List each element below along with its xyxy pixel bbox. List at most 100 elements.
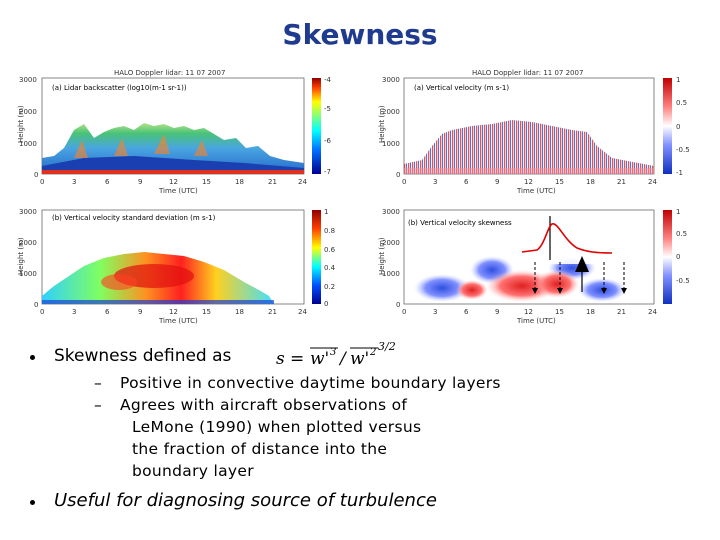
sub-bullet-agrees-line3: the fraction of distance into the: [132, 440, 388, 458]
velocity-colorbar: [663, 78, 672, 174]
svg-text:3000: 3000: [19, 208, 37, 216]
velocity-xticks: 0 3 6 9 12 15 18 21 24: [402, 178, 657, 186]
svg-text:9: 9: [495, 178, 499, 186]
backscatter-xticks: 0 3 6 9 12 15 18 21 24: [40, 178, 307, 186]
svg-text:-6: -6: [324, 137, 332, 145]
svg-text:0.4: 0.4: [324, 264, 336, 272]
svg-text:2: 2: [369, 347, 376, 358]
svg-text:Height (m): Height (m): [378, 237, 386, 275]
velocity-header: HALO Doppler lidar: 11 07 2007: [472, 69, 583, 77]
skewness-colorbar: [663, 210, 672, 304]
svg-text:Height (m): Height (m): [378, 105, 386, 143]
backscatter-ylabel: Height (m): [17, 105, 25, 143]
svg-text:21: 21: [617, 308, 626, 316]
svg-text:0.5: 0.5: [676, 230, 687, 238]
svg-text:0: 0: [396, 301, 400, 309]
backscatter-ytick-1000: 1000: [19, 140, 37, 148]
svg-text:3: 3: [330, 347, 336, 358]
svg-text:1000: 1000: [19, 270, 37, 278]
svg-text:18: 18: [235, 178, 244, 186]
svg-text:0: 0: [402, 178, 406, 186]
bullet-dot: [30, 355, 35, 360]
svg-text:-0.5: -0.5: [676, 277, 690, 285]
backscatter-xlabel: Time (UTC): [158, 187, 198, 195]
backscatter-ytick-3000: 3000: [19, 76, 37, 84]
skewness-plot: (b) Vertical velocity skewness Height (m…: [372, 200, 712, 328]
svg-text:6: 6: [464, 308, 469, 316]
skewness-xticks: 0 3 6 9 12 15 18 21 24: [402, 308, 657, 316]
svg-text:1000: 1000: [382, 140, 400, 148]
svg-text:0: 0: [324, 300, 328, 308]
backscatter-header: HALO Doppler lidar: 11 07 2007: [114, 69, 225, 77]
sub-bullet-agrees: – Agrees with aircraft observations of: [94, 396, 408, 414]
sub-bullet-positive: – Positive in convective daytime boundar…: [94, 374, 501, 392]
skewed-distribution-inset: [521, 214, 616, 264]
svg-text:0: 0: [676, 123, 680, 131]
svg-text:/: /: [338, 349, 348, 369]
svg-text:=: =: [290, 349, 304, 369]
svg-text:w': w': [350, 349, 369, 369]
svg-text:15: 15: [202, 178, 211, 186]
svg-text:-4: -4: [324, 76, 332, 84]
svg-text:-5: -5: [324, 105, 331, 113]
svg-text:12: 12: [524, 178, 533, 186]
svg-text:0: 0: [40, 178, 44, 186]
svg-text:Height (m): Height (m): [17, 237, 25, 275]
svg-text:0.5: 0.5: [676, 99, 687, 107]
svg-text:0: 0: [676, 253, 680, 261]
svg-text:2000: 2000: [382, 108, 400, 116]
skewness-formula: s = w' 3 / w' 2 3/2: [274, 340, 414, 377]
svg-text:Time (UTC): Time (UTC): [516, 187, 556, 195]
bullet-list: Skewness defined as – Positive in convec…: [30, 346, 690, 516]
svg-text:6: 6: [464, 178, 469, 186]
svg-text:0: 0: [402, 308, 406, 316]
stddev-xticks: 0 3 6 9 12 15 18 21 24: [40, 308, 307, 316]
svg-text:15: 15: [202, 308, 211, 316]
svg-text:w': w': [310, 349, 329, 369]
svg-text:12: 12: [169, 308, 178, 316]
svg-text:24: 24: [298, 308, 307, 316]
svg-text:6: 6: [105, 308, 110, 316]
svg-text:21: 21: [268, 178, 277, 186]
svg-text:21: 21: [617, 178, 626, 186]
svg-text:3: 3: [72, 178, 76, 186]
skewness-label: (b) Vertical velocity skewness: [408, 219, 512, 227]
svg-text:3: 3: [433, 308, 437, 316]
svg-text:1: 1: [676, 76, 680, 84]
svg-text:2000: 2000: [19, 239, 37, 247]
svg-text:3: 3: [433, 178, 437, 186]
stddev-colorbar: [312, 210, 321, 304]
svg-text:15: 15: [555, 178, 564, 186]
bullet-skewness-definition: Skewness defined as: [30, 346, 690, 372]
svg-text:24: 24: [298, 178, 307, 186]
svg-text:0.2: 0.2: [324, 283, 335, 291]
bullet-useful: Useful for diagnosing source of turbulen…: [30, 490, 690, 516]
svg-text:Time (UTC): Time (UTC): [516, 317, 556, 325]
svg-text:1000: 1000: [382, 270, 400, 278]
downdraft-updraft-arrows: [532, 256, 627, 294]
svg-text:24: 24: [648, 308, 657, 316]
svg-text:24: 24: [648, 178, 657, 186]
svg-text:0: 0: [40, 308, 44, 316]
slide-title: Skewness: [282, 18, 438, 51]
svg-text:s: s: [276, 349, 285, 369]
svg-text:15: 15: [555, 308, 564, 316]
backscatter-ytick-0: 0: [34, 171, 38, 179]
svg-text:9: 9: [138, 178, 142, 186]
stddev-label: (b) Vertical velocity standard deviation…: [52, 214, 216, 222]
svg-text:Time (UTC): Time (UTC): [158, 317, 198, 325]
svg-text:1: 1: [324, 208, 328, 216]
svg-text:21: 21: [268, 308, 277, 316]
sub-bullet-agrees-line2: LeMone (1990) when plotted versus: [132, 418, 422, 436]
vertical-velocity-plot: HALO Doppler lidar: 11 07 2007 (a) Verti…: [372, 68, 712, 196]
stddev-plot: (b) Vertical velocity standard deviation…: [14, 200, 354, 328]
svg-text:9: 9: [138, 308, 142, 316]
velocity-label: (a) Vertical velocity (m s-1): [414, 84, 509, 92]
backscatter-plot: HALO Doppler lidar: 11 07 2007 (a) Lidar…: [14, 68, 354, 196]
svg-text:9: 9: [495, 308, 499, 316]
svg-text:1: 1: [676, 208, 680, 216]
sub-bullet-agrees-line4: boundary layer: [132, 462, 254, 480]
svg-text:0.8: 0.8: [324, 227, 335, 235]
svg-text:3000: 3000: [382, 76, 400, 84]
backscatter-colorbar: [312, 78, 321, 174]
